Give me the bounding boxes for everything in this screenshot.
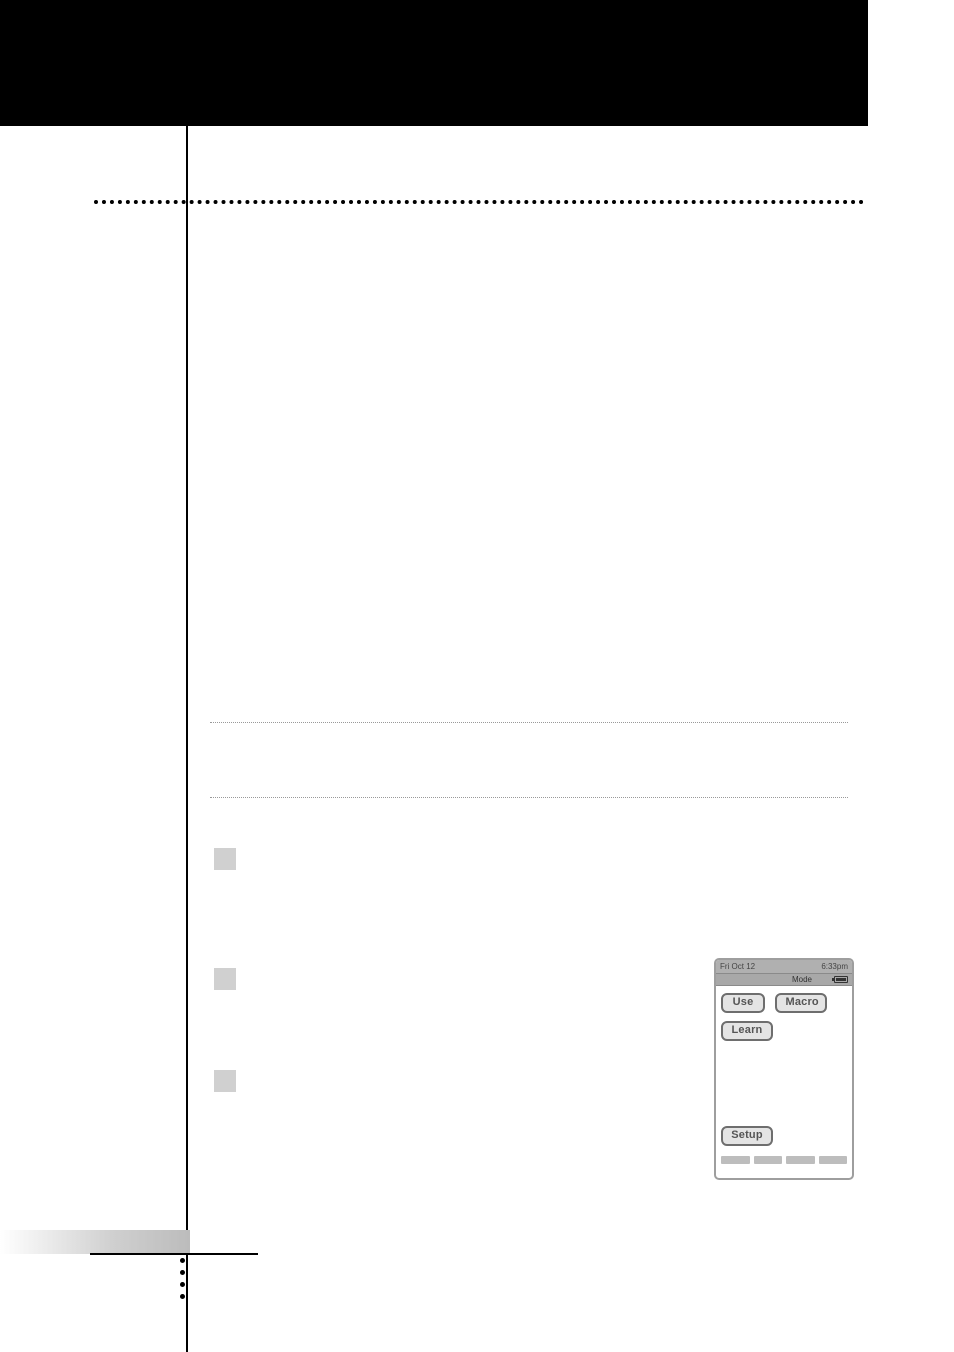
footer-gradient bbox=[0, 1230, 190, 1254]
softkey-segment[interactable] bbox=[721, 1156, 750, 1164]
remote-mode-bar: Mode bbox=[716, 974, 852, 986]
dot-icon bbox=[180, 1294, 185, 1299]
remote-screen: Fri Oct 12 6:33pm Mode Use Macro Learn S… bbox=[714, 958, 854, 1180]
remote-softkey-row bbox=[716, 1156, 852, 1166]
macro-button[interactable]: Macro bbox=[775, 993, 827, 1013]
remote-date: Fri Oct 12 bbox=[720, 962, 755, 971]
use-button[interactable]: Use bbox=[721, 993, 765, 1013]
setup-button[interactable]: Setup bbox=[721, 1126, 773, 1146]
dashed-divider bbox=[210, 722, 848, 723]
footer-rule bbox=[90, 1253, 258, 1255]
list-bullet-square bbox=[214, 968, 236, 990]
dashed-divider bbox=[210, 797, 848, 798]
mode-label: Mode bbox=[792, 975, 812, 984]
header-black-bar bbox=[0, 0, 868, 126]
softkey-segment[interactable] bbox=[819, 1156, 848, 1164]
softkey-segment[interactable] bbox=[786, 1156, 815, 1164]
softkey-segment[interactable] bbox=[754, 1156, 783, 1164]
list-bullet-square bbox=[214, 1070, 236, 1092]
remote-status-bar: Fri Oct 12 6:33pm bbox=[716, 960, 852, 974]
battery-icon bbox=[834, 976, 848, 983]
list-bullet-square bbox=[214, 848, 236, 870]
dotted-divider bbox=[94, 200, 864, 204]
learn-button[interactable]: Learn bbox=[721, 1021, 773, 1041]
footer-dots bbox=[180, 1258, 186, 1318]
dot-icon bbox=[180, 1270, 185, 1275]
vertical-margin-rule bbox=[186, 126, 188, 1352]
page: Fri Oct 12 6:33pm Mode Use Macro Learn S… bbox=[0, 0, 954, 1352]
dot-icon bbox=[180, 1282, 185, 1287]
remote-time: 6:33pm bbox=[821, 962, 848, 971]
remote-body: Use Macro Learn Setup bbox=[716, 986, 852, 1156]
dot-icon bbox=[180, 1258, 185, 1263]
